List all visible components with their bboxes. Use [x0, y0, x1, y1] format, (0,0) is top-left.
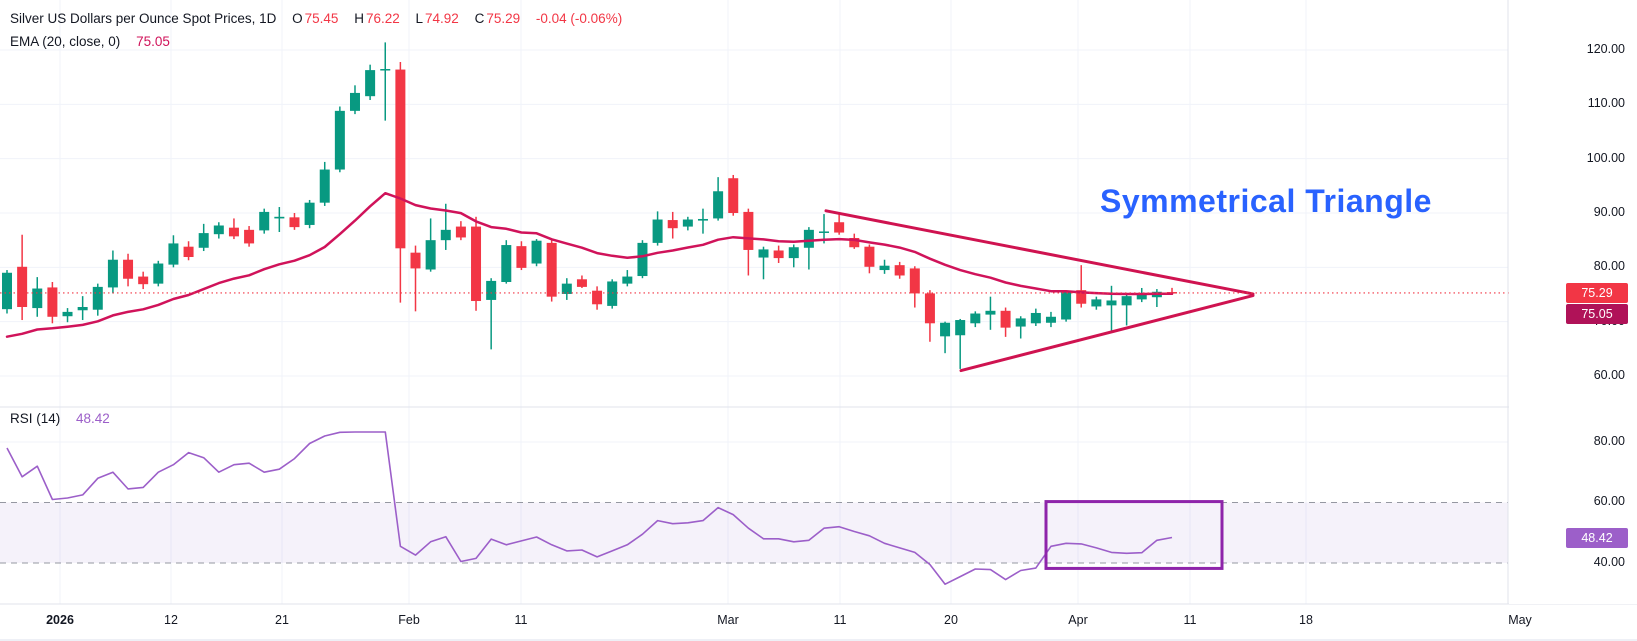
ema-label: EMA (20, close, 0) [10, 34, 121, 49]
time-tick-label: 11 [1183, 613, 1197, 627]
time-tick-label: 18 [1299, 613, 1313, 627]
time-tick-label: 11 [514, 613, 528, 627]
bottom-edge [0, 639, 1637, 641]
time-tick-label: 20 [944, 613, 958, 627]
time-tick-label: 2026 [46, 613, 74, 627]
ohlc-open-label: O [292, 11, 303, 26]
time-tick-label: Apr [1068, 613, 1088, 627]
rsi-legend[interactable]: RSI (14) 48.42 [10, 411, 112, 426]
ema-legend[interactable]: EMA (20, close, 0) 75.05 [10, 34, 172, 49]
rsi-tick-label: 80.00 [1593, 434, 1625, 448]
price-tick-label: 80.00 [1593, 259, 1625, 274]
price-tick-label: 110.00 [1587, 96, 1625, 111]
time-tick-label: 21 [275, 613, 289, 627]
ohlc-low-value: 74.92 [425, 11, 459, 26]
symbol-title: Silver US Dollars per Ounce Spot Prices,… [10, 11, 277, 26]
price-tick-label: 60.00 [1593, 367, 1625, 382]
last-price-badge: 75.29 [1566, 282, 1628, 303]
time-tick-label: May [1508, 613, 1532, 627]
time-tick-label: Mar [717, 613, 739, 627]
price-tick-label: 120.00 [1586, 42, 1625, 56]
rsi-value-badge: 48.42 [1566, 527, 1628, 548]
symbol-legend[interactable]: Silver US Dollars per Ounce Spot Prices,… [10, 11, 624, 26]
ema-value: 75.05 [136, 34, 170, 49]
ohlc-low-label: L [415, 11, 424, 26]
price-tick-label: 100.00 [1586, 150, 1625, 165]
ohlc-close-label: C [474, 11, 485, 26]
time-axis[interactable]: 2026 12 21 Feb 11 Mar 11 20 Apr 11 18 May [0, 605, 1637, 641]
ema-price-badge: 75.05 [1566, 303, 1628, 324]
price-tick-label: 90.00 [1593, 204, 1625, 219]
time-tick-label: Feb [398, 613, 420, 627]
rsi-tick-label: 40.00 [1593, 554, 1625, 569]
rsi-value: 48.42 [76, 411, 110, 426]
ohlc-high-label: H [354, 11, 364, 26]
change-value: -0.04 (-0.06%) [535, 11, 623, 26]
time-tick-label: 11 [833, 613, 847, 627]
ohlc-high-value: 76.22 [365, 11, 400, 26]
time-tick-label: 12 [164, 613, 178, 627]
rsi-tick-label: 60.00 [1593, 494, 1625, 509]
ohlc-close-value: 75.29 [486, 11, 521, 26]
ohlc-open-value: 75.45 [304, 11, 339, 26]
rsi-label: RSI (14) [10, 411, 61, 426]
annotation-text[interactable]: Symmetrical Triangle [1100, 183, 1432, 219]
